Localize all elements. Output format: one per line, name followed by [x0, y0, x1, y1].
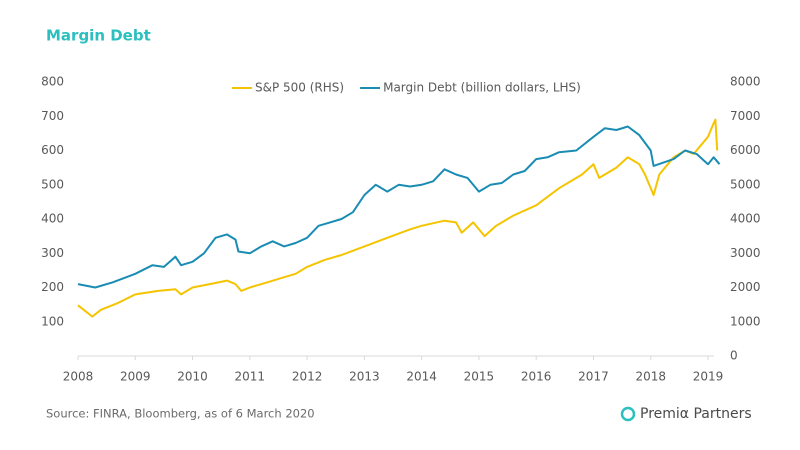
x-tick-label: 2017	[578, 370, 609, 384]
x-tick-label: 2012	[292, 370, 323, 384]
y2-tick-label: 3000	[730, 246, 761, 260]
x-tick-label: 2009	[120, 370, 151, 384]
brand-name: Premiα Partners	[640, 406, 752, 422]
chart-title: Margin Debt	[46, 27, 151, 45]
y2-tick-label: 6000	[730, 143, 761, 157]
y-tick-label: 100	[41, 314, 64, 328]
series-line	[77, 125, 721, 289]
y-tick-label: 300	[41, 246, 64, 260]
y2-tick-label: 4000	[730, 212, 761, 226]
x-tick-label: 2011	[235, 370, 266, 384]
y-tick-label: 500	[41, 177, 64, 191]
brand-logo: Premiα Partners	[620, 406, 752, 422]
series-line	[77, 118, 719, 318]
y2-tick-label: 8000	[730, 75, 761, 89]
x-tick-label: 2013	[349, 370, 380, 384]
y-tick-label: 200	[41, 280, 64, 294]
y-tick-label: 400	[41, 212, 64, 226]
x-tick-label: 2008	[63, 370, 94, 384]
y2-tick-label: 5000	[730, 177, 761, 191]
y2-tick-label: 7000	[730, 109, 761, 123]
logo-icon	[620, 406, 636, 422]
y-tick-label: 800	[41, 75, 64, 89]
y-tick-label: 700	[41, 109, 64, 123]
x-tick-label: 2010	[177, 370, 208, 384]
y2-tick-label: 2000	[730, 280, 761, 294]
x-tick-label: 2018	[635, 370, 666, 384]
y2-tick-label: 0	[730, 349, 738, 363]
legend-label: Margin Debt (billion dollars, LHS)	[383, 81, 581, 95]
source-note: Source: FINRA, Bloomberg, as of 6 March …	[46, 407, 315, 421]
legend-label: S&P 500 (RHS)	[255, 81, 344, 95]
y-tick-label: 600	[41, 143, 64, 157]
x-tick-label: 2015	[464, 370, 495, 384]
x-tick-label: 2016	[521, 370, 552, 384]
x-tick-label: 2019	[693, 370, 724, 384]
x-tick-label: 2014	[406, 370, 437, 384]
y2-tick-label: 1000	[730, 314, 761, 328]
